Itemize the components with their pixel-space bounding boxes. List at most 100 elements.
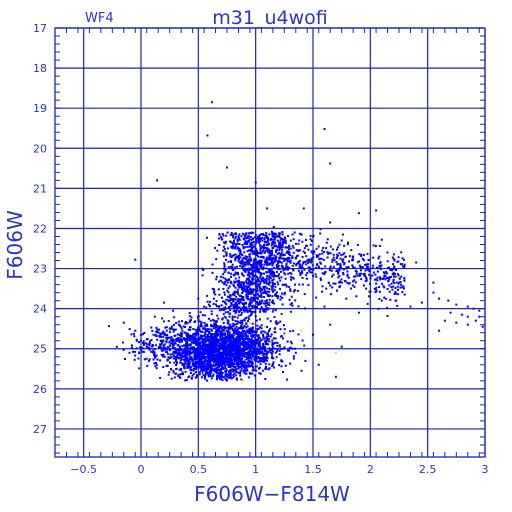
star-point: [281, 246, 284, 249]
star-point: [180, 369, 182, 372]
star-point: [242, 286, 245, 289]
star-point: [254, 236, 256, 239]
y-tick-label: 17: [33, 22, 47, 35]
star-point: [224, 277, 227, 280]
star-point: [278, 353, 281, 356]
star-point: [214, 353, 217, 356]
star-point: [290, 342, 293, 345]
star-point: [270, 230, 273, 233]
highlighted-star-point: [275, 357, 278, 360]
highlighted-star-point: [191, 353, 194, 356]
star-point: [353, 275, 355, 278]
star-point: [209, 350, 212, 353]
star-point: [197, 317, 200, 320]
star-point: [262, 233, 264, 236]
star-point: [374, 273, 377, 276]
star-point: [228, 285, 231, 288]
star-point: [279, 256, 282, 259]
star-point: [173, 361, 176, 364]
star-point: [140, 346, 143, 349]
star-point: [166, 346, 169, 348]
star-point: [155, 362, 157, 364]
star-point: [230, 256, 233, 259]
star-point: [226, 354, 229, 357]
star-point: [266, 240, 269, 242]
star-point: [321, 249, 324, 252]
star-point: [273, 254, 276, 257]
star-point: [254, 181, 257, 184]
star-point: [207, 372, 210, 375]
star-point: [362, 273, 365, 276]
star-point: [284, 291, 286, 294]
star-point: [258, 341, 261, 343]
star-point: [272, 343, 275, 345]
star-point: [249, 301, 252, 304]
star-point: [386, 314, 389, 317]
star-point: [222, 355, 224, 358]
star-point: [250, 312, 253, 315]
star-point: [177, 348, 180, 351]
star-point: [193, 337, 196, 340]
star-point: [258, 252, 261, 254]
star-point: [203, 344, 206, 347]
star-point: [252, 339, 255, 342]
star-point: [366, 253, 369, 255]
star-point: [292, 357, 295, 360]
star-point: [172, 347, 175, 350]
star-point: [280, 359, 283, 362]
star-point: [351, 258, 354, 261]
highlighted-star-point: [237, 369, 240, 372]
star-point: [317, 245, 320, 248]
star-point: [249, 257, 252, 260]
star-point: [330, 293, 333, 296]
star-point: [243, 337, 246, 340]
star-point: [245, 361, 248, 364]
star-point: [244, 342, 247, 345]
star-point: [254, 315, 257, 318]
star-point: [252, 231, 255, 234]
star-point: [258, 237, 261, 240]
star-point: [176, 356, 179, 359]
star-point: [443, 319, 446, 322]
star-point: [228, 326, 231, 329]
star-point: [288, 257, 291, 260]
star-point: [259, 247, 262, 250]
star-point: [233, 285, 235, 288]
star-point: [228, 374, 231, 377]
star-point: [197, 350, 200, 353]
star-point: [228, 376, 231, 379]
star-point: [142, 351, 145, 353]
star-point: [245, 297, 248, 300]
star-point: [214, 335, 217, 338]
star-point: [274, 309, 277, 312]
star-point: [194, 329, 197, 331]
star-point: [279, 245, 282, 248]
star-point: [259, 348, 262, 351]
highlighted-star-point: [206, 341, 209, 344]
star-point: [378, 286, 381, 288]
star-point: [224, 302, 227, 305]
star-point: [392, 267, 395, 270]
star-point: [315, 266, 318, 269]
star-point: [383, 272, 386, 275]
star-point: [309, 238, 312, 241]
star-point: [181, 329, 184, 332]
star-point: [264, 367, 267, 370]
star-point: [375, 209, 378, 212]
star-point: [257, 283, 260, 286]
star-point: [302, 207, 305, 210]
x-tick-label: 2.5: [419, 463, 437, 476]
star-point: [269, 249, 272, 252]
star-point: [240, 288, 243, 291]
star-point: [234, 253, 237, 256]
star-point: [236, 292, 239, 295]
star-point: [320, 267, 323, 270]
star-point: [281, 283, 284, 286]
star-point: [201, 361, 203, 364]
star-point: [275, 259, 278, 262]
star-point: [184, 349, 187, 352]
star-point: [210, 338, 213, 341]
star-point: [382, 271, 385, 274]
star-point: [211, 287, 214, 290]
star-point: [257, 343, 260, 346]
